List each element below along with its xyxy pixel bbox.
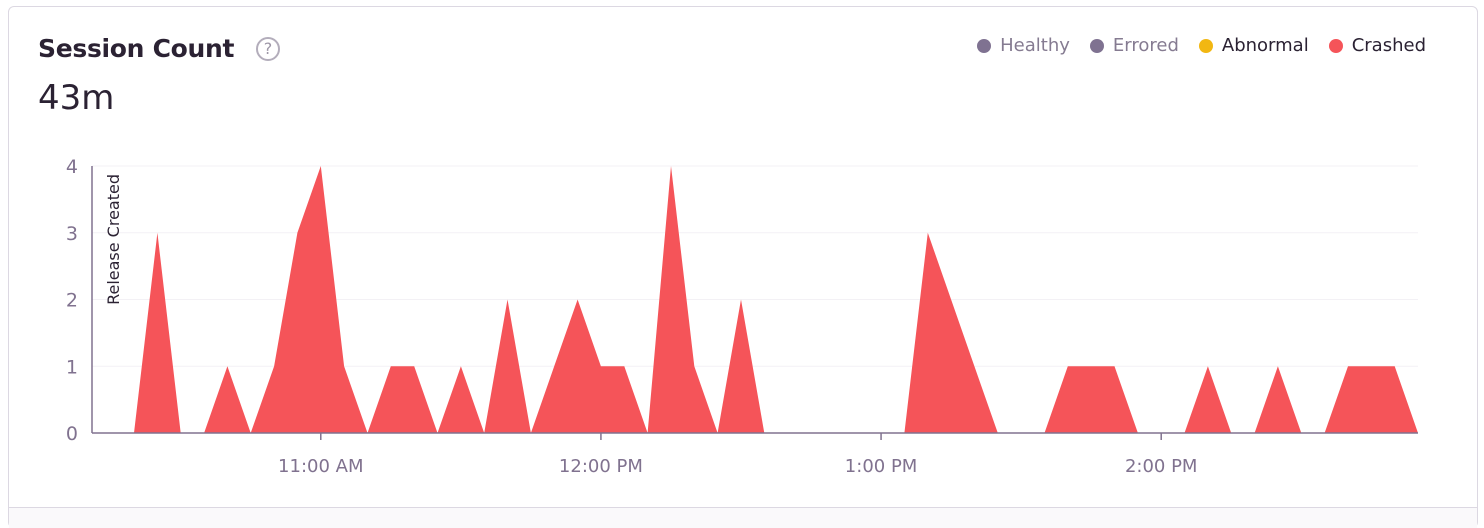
legend-dot-icon: [977, 38, 992, 53]
question-circle-icon[interactable]: ?: [256, 37, 280, 61]
release-marker-label: Release Created: [104, 174, 123, 305]
session-count-chart: 0 1 2 3 4 11:00 AM 12:00 PM 1:00 PM 2:00 PM Relea…: [66, 156, 1418, 477]
legend-item-crashed[interactable]: Crashed: [1328, 35, 1426, 56]
series-area-crashed: [134, 166, 1418, 433]
legend-dot-icon: [1089, 38, 1104, 53]
legend-label: Healthy: [1000, 35, 1070, 56]
x-tick-label: 11:00 AM: [278, 456, 363, 477]
chart-title: Session Count: [38, 34, 235, 63]
x-tick-label: 12:00 PM: [559, 456, 643, 477]
y-tick-label: 1: [66, 356, 78, 378]
x-tick-label: 2:00 PM: [1125, 456, 1198, 477]
legend-item-healthy[interactable]: Healthy: [977, 35, 1070, 56]
y-tick-label: 4: [66, 156, 78, 178]
legend-label: Crashed: [1351, 35, 1426, 56]
y-tick-label: 0: [66, 423, 78, 445]
legend-dot-icon: [1328, 38, 1343, 53]
legend-label: Abnormal: [1221, 35, 1309, 56]
legend-dot-icon: [1198, 38, 1213, 53]
y-tick-label: 3: [66, 223, 78, 245]
x-tick-label: 1:00 PM: [845, 456, 918, 477]
session-total: 43m: [38, 78, 115, 118]
legend-item-abnormal[interactable]: Abnormal: [1198, 35, 1309, 56]
legend-label: Errored: [1112, 35, 1179, 56]
chart-legend: Healthy Errored Abnormal Crashed: [977, 35, 1426, 56]
legend-item-errored[interactable]: Errored: [1089, 35, 1179, 56]
y-tick-label: 2: [66, 290, 78, 312]
